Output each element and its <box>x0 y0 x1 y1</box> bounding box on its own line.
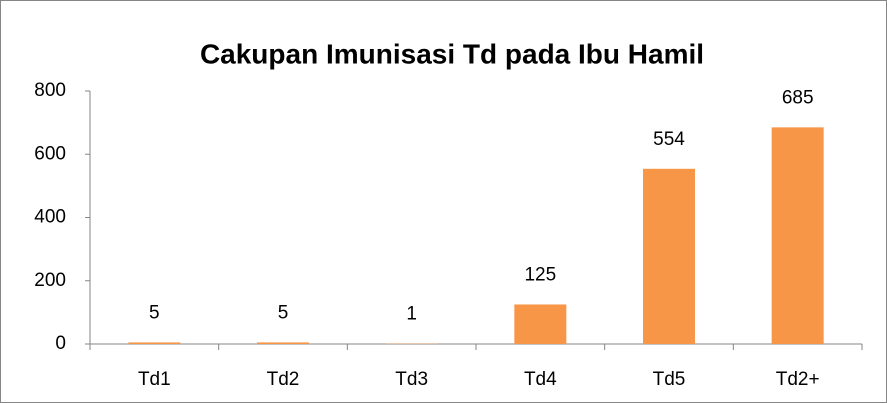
bar <box>771 127 824 345</box>
x-tick-label: Td5 <box>653 369 686 390</box>
bar <box>514 304 567 344</box>
x-tick-label: Td4 <box>524 369 557 390</box>
y-tick-label: 0 <box>55 333 66 354</box>
data-label: 5 <box>149 302 160 323</box>
bar <box>643 168 695 344</box>
y-tick-label: 200 <box>34 270 66 291</box>
x-tick-label: Td3 <box>395 369 428 390</box>
x-tick-label: Td1 <box>138 369 171 390</box>
data-label: 1 <box>406 304 417 325</box>
data-label: 685 <box>782 87 814 108</box>
data-label: 125 <box>524 264 556 285</box>
y-tick-label: 600 <box>34 143 66 164</box>
y-tick-label: 800 <box>34 80 66 101</box>
y-tick-label: 400 <box>34 207 66 228</box>
bar <box>128 342 181 344</box>
x-tick-label: Td2+ <box>776 369 820 390</box>
data-label: 554 <box>653 129 685 150</box>
data-label: 5 <box>278 302 289 323</box>
x-tick-label: Td2 <box>267 369 300 390</box>
bar <box>257 342 309 344</box>
chart-title: Cakupan Imunisasi Td pada Ibu Hamil <box>200 38 704 69</box>
